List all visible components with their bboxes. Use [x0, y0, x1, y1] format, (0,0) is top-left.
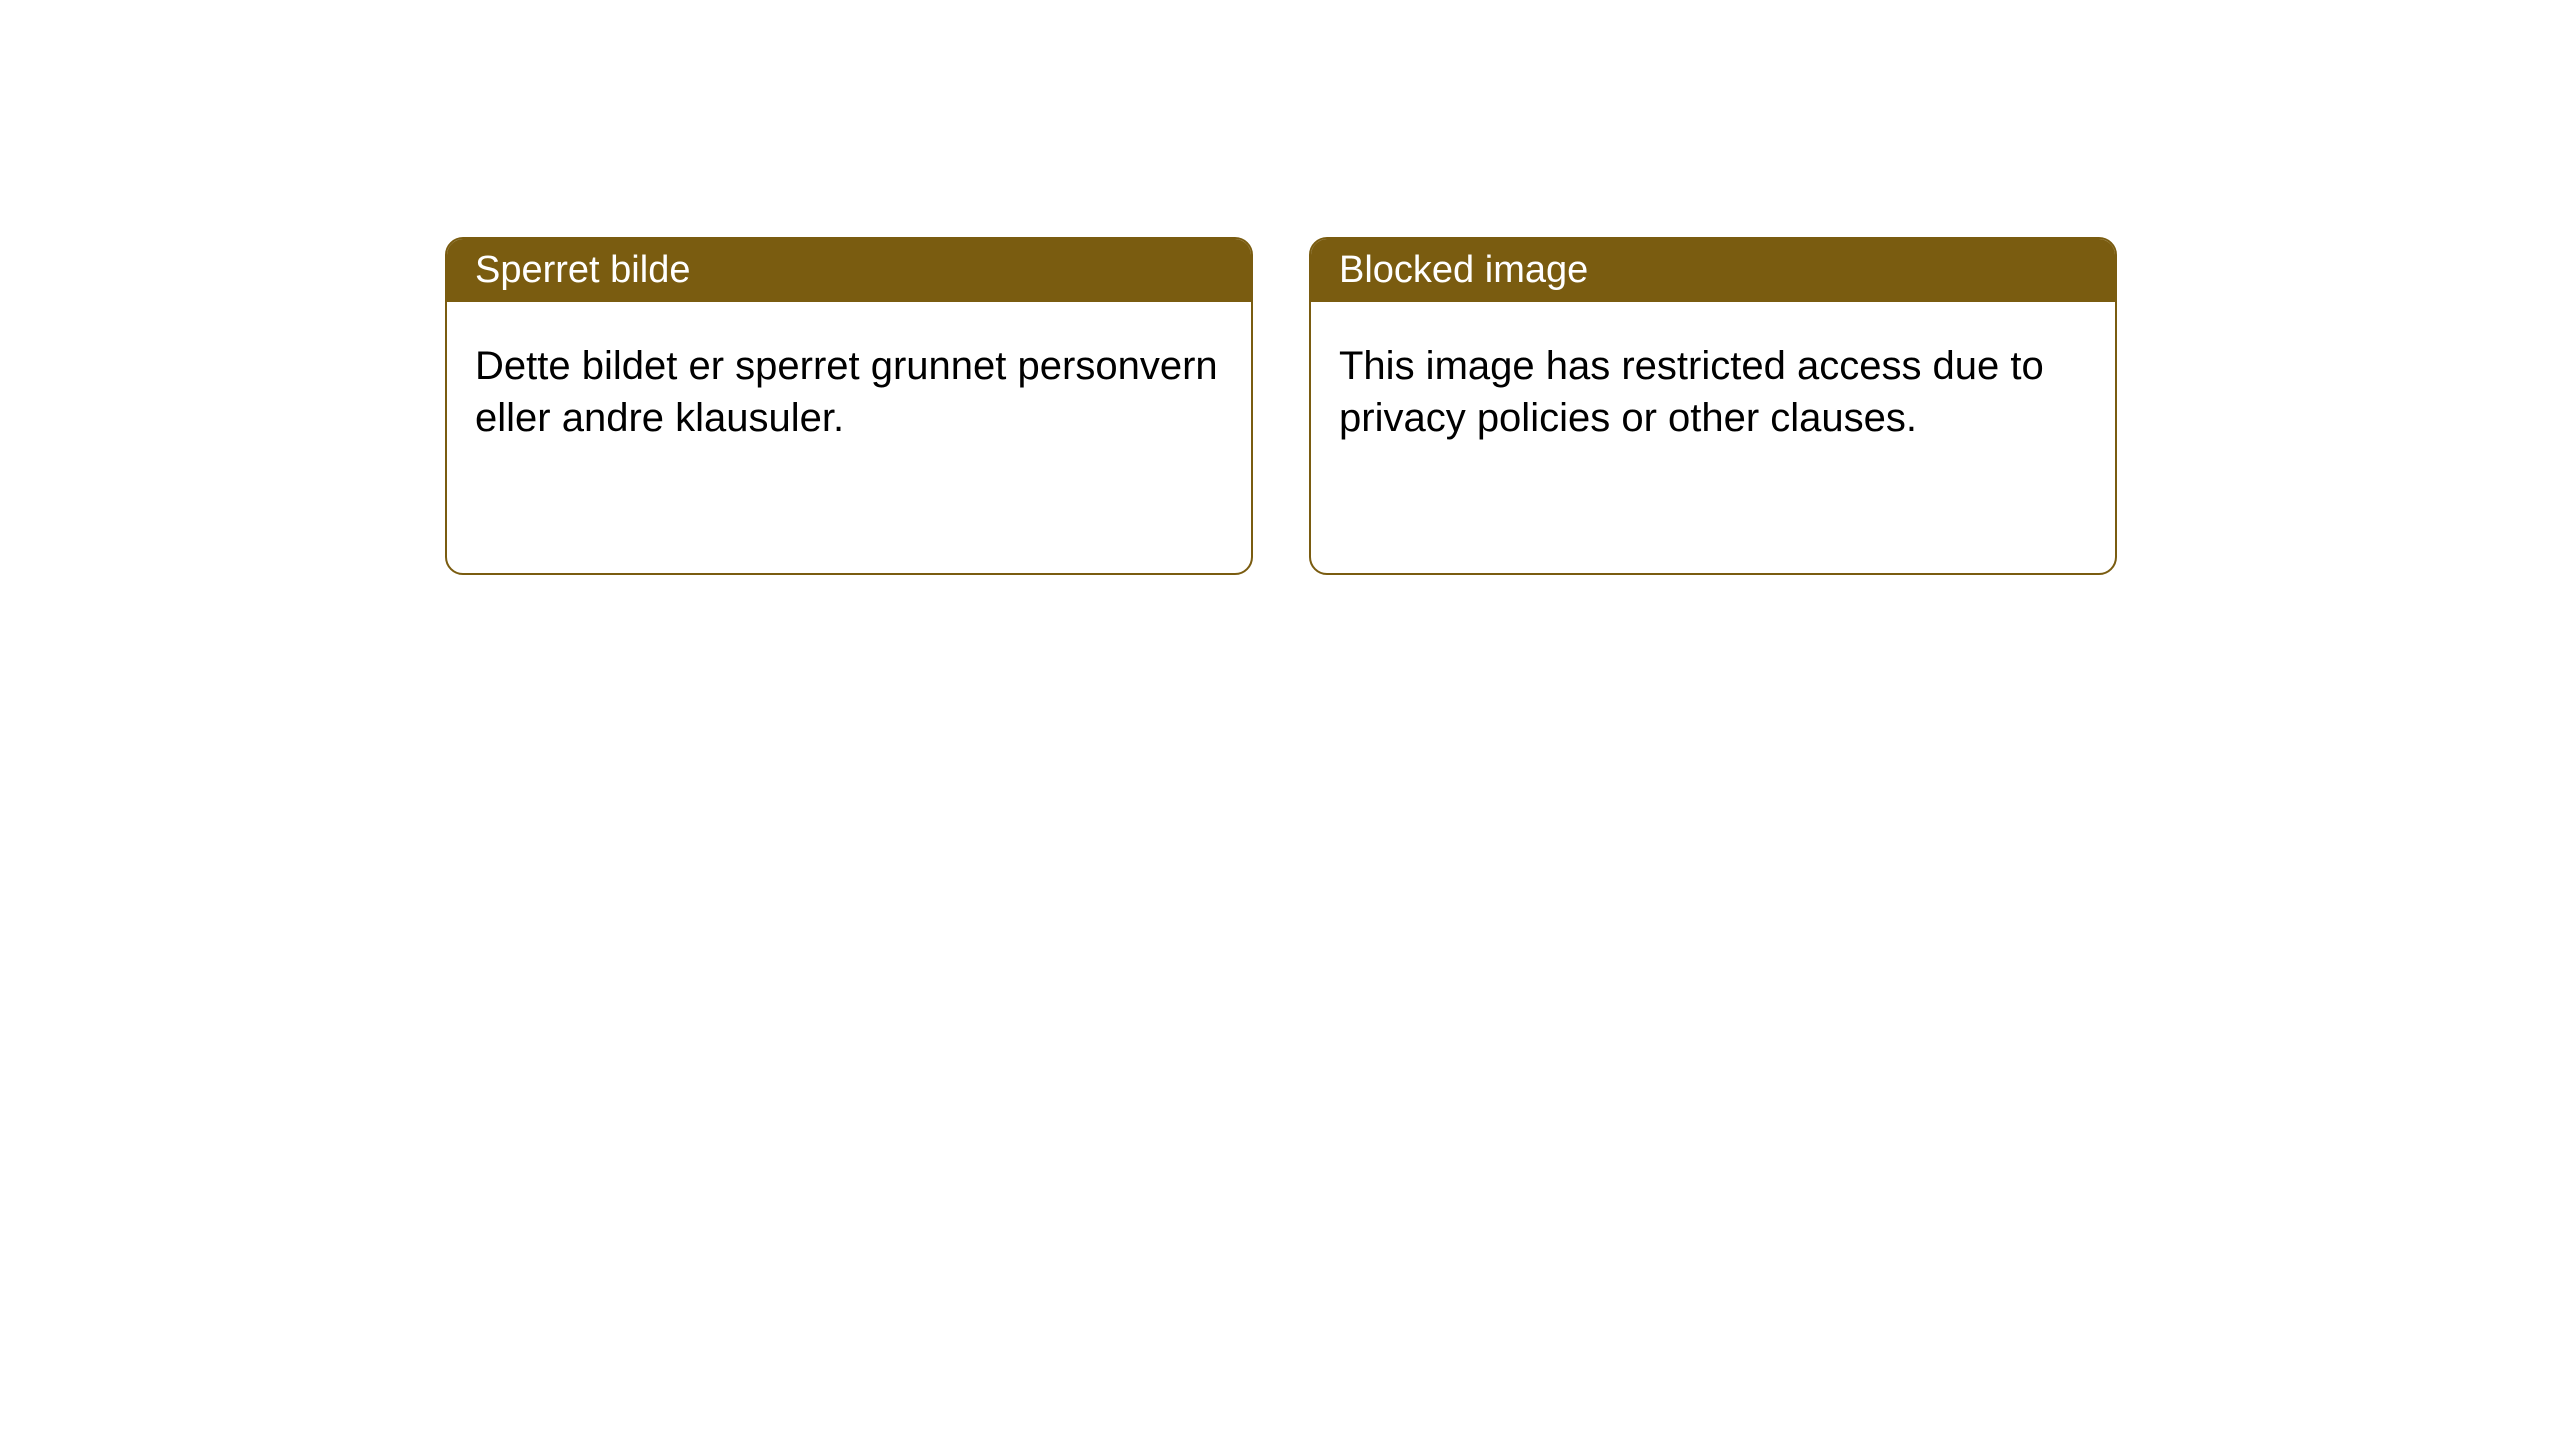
notice-container: Sperret bilde Dette bildet er sperret gr… [0, 0, 2560, 575]
notice-body: This image has restricted access due to … [1311, 302, 2115, 482]
notice-header: Blocked image [1311, 239, 2115, 302]
notice-title: Blocked image [1339, 249, 1588, 291]
notice-header: Sperret bilde [447, 239, 1251, 302]
notice-text: Dette bildet er sperret grunnet personve… [475, 344, 1218, 440]
notice-title: Sperret bilde [475, 249, 690, 291]
notice-text: This image has restricted access due to … [1339, 344, 2044, 440]
notice-card-norwegian: Sperret bilde Dette bildet er sperret gr… [445, 237, 1253, 575]
notice-body: Dette bildet er sperret grunnet personve… [447, 302, 1251, 482]
notice-card-english: Blocked image This image has restricted … [1309, 237, 2117, 575]
